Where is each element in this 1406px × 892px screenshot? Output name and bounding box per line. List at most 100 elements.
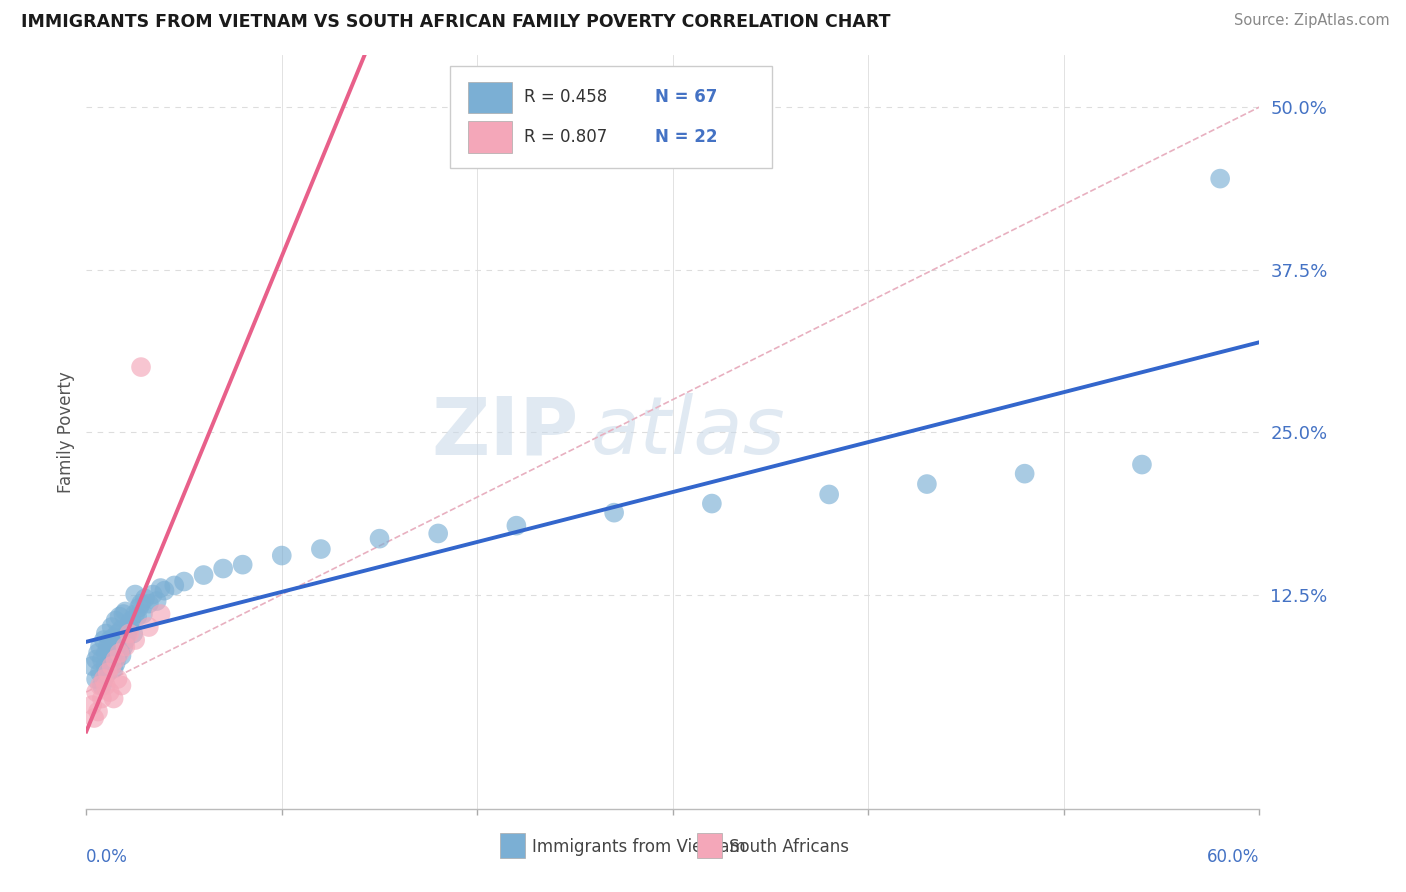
- Point: [915, 477, 938, 491]
- Point: [97, 665, 120, 680]
- Point: [270, 549, 292, 563]
- Bar: [468, 81, 512, 113]
- Text: R = 0.458: R = 0.458: [524, 88, 607, 106]
- Text: atlas: atlas: [591, 393, 786, 471]
- Point: [89, 640, 111, 654]
- Point: [1209, 171, 1232, 186]
- Text: N = 22: N = 22: [655, 128, 717, 146]
- Text: IMMIGRANTS FROM VIETNAM VS SOUTH AFRICAN FAMILY POVERTY CORRELATION CHART: IMMIGRANTS FROM VIETNAM VS SOUTH AFRICAN…: [21, 13, 890, 31]
- Point: [107, 672, 129, 686]
- Point: [129, 360, 152, 375]
- Point: [83, 711, 105, 725]
- Point: [103, 691, 125, 706]
- Point: [89, 665, 111, 680]
- Point: [818, 487, 841, 501]
- Point: [82, 698, 104, 712]
- Point: [368, 532, 391, 546]
- Point: [118, 626, 141, 640]
- Point: [107, 648, 129, 663]
- Point: [114, 640, 136, 654]
- Point: [142, 588, 165, 602]
- Point: [94, 679, 117, 693]
- Point: [84, 672, 107, 686]
- Point: [127, 609, 149, 624]
- Point: [118, 620, 141, 634]
- Point: [120, 614, 142, 628]
- Point: [94, 659, 117, 673]
- Point: [124, 633, 146, 648]
- Point: [505, 518, 527, 533]
- Point: [134, 591, 156, 606]
- Point: [82, 659, 104, 673]
- Point: [98, 633, 121, 648]
- Point: [108, 646, 131, 660]
- Point: [138, 597, 160, 611]
- Point: [104, 652, 127, 666]
- Point: [103, 631, 125, 645]
- Point: [110, 679, 132, 693]
- Point: [212, 561, 235, 575]
- Point: [193, 568, 215, 582]
- Point: [93, 672, 115, 686]
- Point: [97, 665, 120, 680]
- Bar: [468, 121, 512, 153]
- Point: [700, 497, 723, 511]
- Point: [163, 578, 186, 592]
- Text: N = 67: N = 67: [655, 88, 717, 106]
- Point: [1014, 467, 1036, 481]
- Point: [114, 604, 136, 618]
- Point: [149, 581, 172, 595]
- Point: [117, 626, 139, 640]
- Text: Source: ZipAtlas.com: Source: ZipAtlas.com: [1233, 13, 1389, 29]
- Point: [153, 583, 176, 598]
- Point: [128, 600, 150, 615]
- Point: [94, 626, 117, 640]
- Text: South Africans: South Africans: [728, 838, 849, 856]
- Point: [129, 597, 152, 611]
- Point: [89, 679, 111, 693]
- Point: [84, 652, 107, 666]
- Point: [173, 574, 195, 589]
- Point: [93, 633, 115, 648]
- Text: Immigrants from Vietnam: Immigrants from Vietnam: [531, 838, 747, 856]
- Point: [112, 640, 135, 654]
- Point: [100, 659, 122, 673]
- Point: [87, 705, 110, 719]
- Point: [104, 657, 127, 671]
- Point: [107, 626, 129, 640]
- Point: [138, 620, 160, 634]
- Text: R = 0.807: R = 0.807: [524, 128, 607, 146]
- Point: [112, 607, 135, 621]
- Text: 60.0%: 60.0%: [1206, 848, 1260, 866]
- Text: 0.0%: 0.0%: [86, 848, 128, 866]
- Point: [110, 623, 132, 637]
- Point: [87, 646, 110, 660]
- Point: [145, 594, 167, 608]
- Text: ZIP: ZIP: [432, 393, 579, 471]
- Point: [98, 659, 121, 673]
- Point: [97, 640, 120, 654]
- FancyBboxPatch shape: [450, 66, 772, 169]
- Point: [104, 614, 127, 628]
- Point: [149, 607, 172, 621]
- Point: [309, 542, 332, 557]
- Point: [1130, 458, 1153, 472]
- Point: [108, 643, 131, 657]
- Point: [100, 652, 122, 666]
- Point: [132, 607, 155, 621]
- Point: [122, 626, 145, 640]
- Point: [84, 685, 107, 699]
- Point: [103, 662, 125, 676]
- Point: [427, 526, 450, 541]
- Point: [90, 679, 112, 693]
- Point: [90, 652, 112, 666]
- Point: [94, 646, 117, 660]
- Point: [100, 620, 122, 634]
- Point: [603, 506, 626, 520]
- Point: [90, 691, 112, 706]
- Point: [104, 640, 127, 654]
- Point: [108, 609, 131, 624]
- Point: [110, 648, 132, 663]
- Point: [124, 588, 146, 602]
- Point: [93, 672, 115, 686]
